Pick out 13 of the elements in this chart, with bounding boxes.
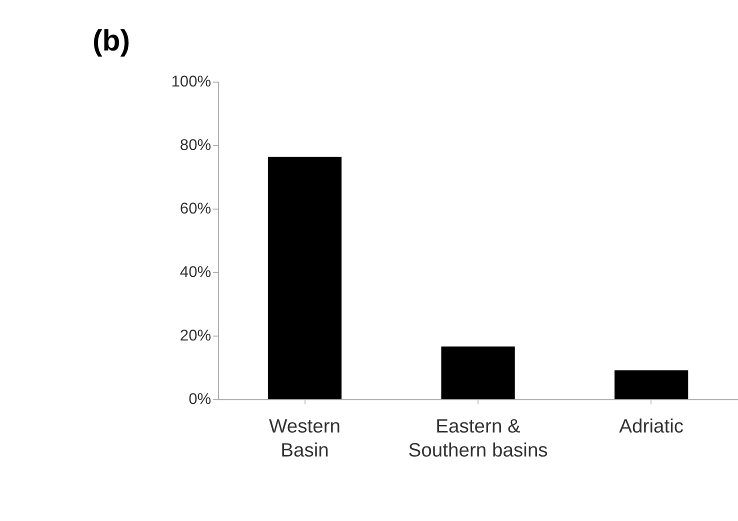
bar: [614, 370, 688, 400]
y-tick-label: 20%: [180, 328, 212, 345]
bar: [268, 156, 342, 400]
y-tick-label: 80%: [180, 137, 212, 154]
y-tick-label: 40%: [180, 264, 212, 282]
y-tick-label: 100%: [171, 74, 212, 91]
x-tick-label: Adriatic: [619, 416, 684, 438]
x-tick-label: Western Basin: [268, 416, 341, 462]
chart-title: (b): [92, 24, 130, 58]
bar: [441, 346, 515, 400]
y-tick-label: 60%: [180, 200, 212, 218]
x-tick-label: Eastern & Southern basins: [408, 416, 548, 462]
y-tick-label: 0%: [188, 391, 212, 408]
